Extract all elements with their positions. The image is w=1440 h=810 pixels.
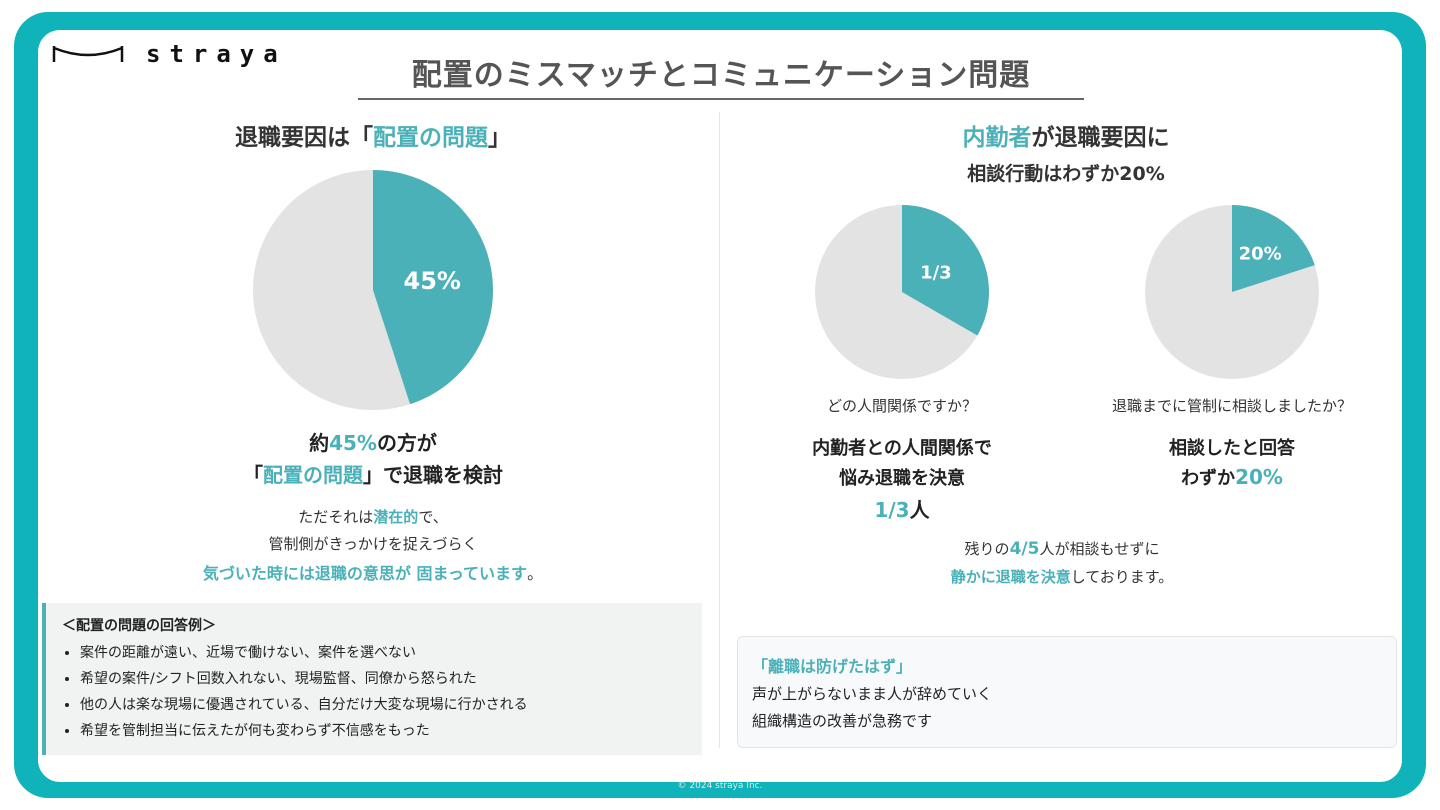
pie-chart-mid: 1/3 — [815, 205, 989, 379]
left-body-line2: 管制側がきっかけを捉えづらく — [268, 535, 478, 553]
body3-post: 。 — [527, 564, 544, 583]
pie-right-group: 20% — [1145, 205, 1319, 379]
list-item: 他の人は楽な現場に優遇されている、自分だけ大変な現場に行かされる — [80, 692, 686, 718]
callout-line2: 組織構造の改善が急務です — [752, 712, 933, 730]
right-heading-line1: 内勤者が退職要因に — [836, 118, 1296, 152]
chart2-pre: わずか — [1181, 468, 1236, 489]
summary1-accent: 45% — [329, 431, 377, 455]
chart1-line2: 悩み退職を決意 — [839, 468, 965, 489]
chart2-line2: わずか20% — [1090, 464, 1374, 490]
callout-box: 「離職は防げたはず」 声が上がらないまま人が辞めていく 組織構造の改善が急務です — [737, 636, 1397, 748]
logo-text: straya — [146, 40, 287, 68]
list-item: 案件の距離が遠い、近場で働けない、案件を選べない — [80, 640, 686, 666]
chart2-line1: 相談したと回答 — [1169, 438, 1295, 459]
body1-accent: 潜在的 — [373, 508, 419, 526]
rbody1-post: 人が相談もせずに — [1039, 540, 1160, 558]
list-item: 希望の案件/シフト回数入れない、現場監督、同僚から怒られた — [80, 666, 686, 692]
summary2-pre: 「 — [243, 463, 263, 487]
rbody2-accent: 静かに退職を決意 — [950, 568, 1071, 586]
callout-quote: 「離職は防げたはず」 — [752, 657, 913, 676]
pie-right-data-label: 20% — [1239, 244, 1282, 265]
left-summary-line2: 「配置の問題」で退職を検討 — [160, 459, 586, 488]
left-body-line3: 気づいた時には退職の意思が 固まっています。 — [130, 560, 616, 584]
pie-chart-left: 45% — [253, 170, 494, 410]
right-body-line1: 残りの4/5人が相談もせずに — [850, 538, 1274, 559]
summary1-post: の方が — [376, 431, 437, 455]
summary2-accent: 配置の問題 — [263, 463, 363, 487]
left-heading-post: 」 — [488, 125, 511, 151]
left-heading: 退職要因は「配置の問題」 — [140, 118, 606, 152]
list-item: 希望を管制担当に伝えたが何も変わらず不信感をもった — [80, 718, 686, 744]
chart1-line1: 内勤者との人間関係で — [812, 438, 992, 459]
right-heading-post: が退職要因に — [1031, 125, 1170, 151]
right-body-line2: 静かに退職を決意しております。 — [850, 566, 1274, 587]
pie-left-group: 45% — [253, 170, 494, 410]
column-divider — [719, 112, 720, 748]
page-title: 配置のミスマッチとコミュニケーション問題 — [358, 50, 1084, 100]
answer-examples-box: ＜配置の問題の回答例＞ 案件の距離が遠い、近場で働けない、案件を選べない 希望の… — [42, 603, 702, 755]
right-heading-line2: 相談行動はわずか20% — [967, 163, 1165, 185]
right-heading-accent: 内勤者 — [962, 125, 1032, 151]
left-heading-accent: 配置の問題 — [373, 125, 488, 151]
rbody1-accent: 4/5 — [1009, 539, 1040, 559]
answers-title: ＜配置の問題の回答例＞ — [62, 618, 216, 634]
body1-post: で、 — [418, 508, 448, 526]
summary2-post: 」で退職を検討 — [363, 463, 503, 487]
footer-copyright: © 2024 straya Inc. — [677, 781, 763, 791]
left-heading-pre: 退職要因は「 — [235, 125, 373, 151]
body1-pre: ただそれは — [298, 508, 374, 526]
left-body-line1: ただそれは潜在的で、 — [150, 506, 596, 527]
callout-line1: 声が上がらないまま人が辞めていく — [752, 685, 993, 703]
pie-left-data-label: 45% — [404, 267, 461, 295]
pie-chart-right: 20% — [1145, 205, 1319, 379]
pie-mid-group: 1/3 — [815, 205, 989, 379]
chart1-post: 人 — [909, 498, 930, 522]
chart1-question: どの人間関係ですか？ — [826, 397, 977, 415]
rbody2-post: しております。 — [1070, 568, 1174, 586]
answers-list: 案件の距離が遠い、近場で働けない、案件を選べない 希望の案件/シフト回数入れない… — [62, 640, 686, 744]
pie-mid-data-label: 1/3 — [920, 263, 952, 284]
pie-mid-slice-value — [902, 205, 989, 336]
rbody1-pre: 残りの — [964, 540, 1010, 558]
brand-logo: straya — [52, 40, 287, 68]
chart2-question: 退職までに管制に相談しましたか？ — [1111, 397, 1352, 415]
chart2-accent: 20% — [1235, 465, 1283, 489]
chart1-accent: 1/3 — [874, 498, 910, 522]
body3-accent: 気づいた時には退職の意思が 固まっています — [202, 564, 528, 583]
logo-mark-icon — [52, 46, 124, 62]
summary1-pre: 約 — [309, 431, 330, 455]
chart1-line3: 1/3人 — [760, 494, 1044, 523]
title-wrap: 配置のミスマッチとコミュニケーション問題 — [358, 50, 1084, 100]
pie-right-slice-value — [1232, 205, 1315, 292]
left-summary-line1: 約45%の方が — [180, 427, 566, 456]
pie-left-slice-value — [373, 170, 494, 405]
